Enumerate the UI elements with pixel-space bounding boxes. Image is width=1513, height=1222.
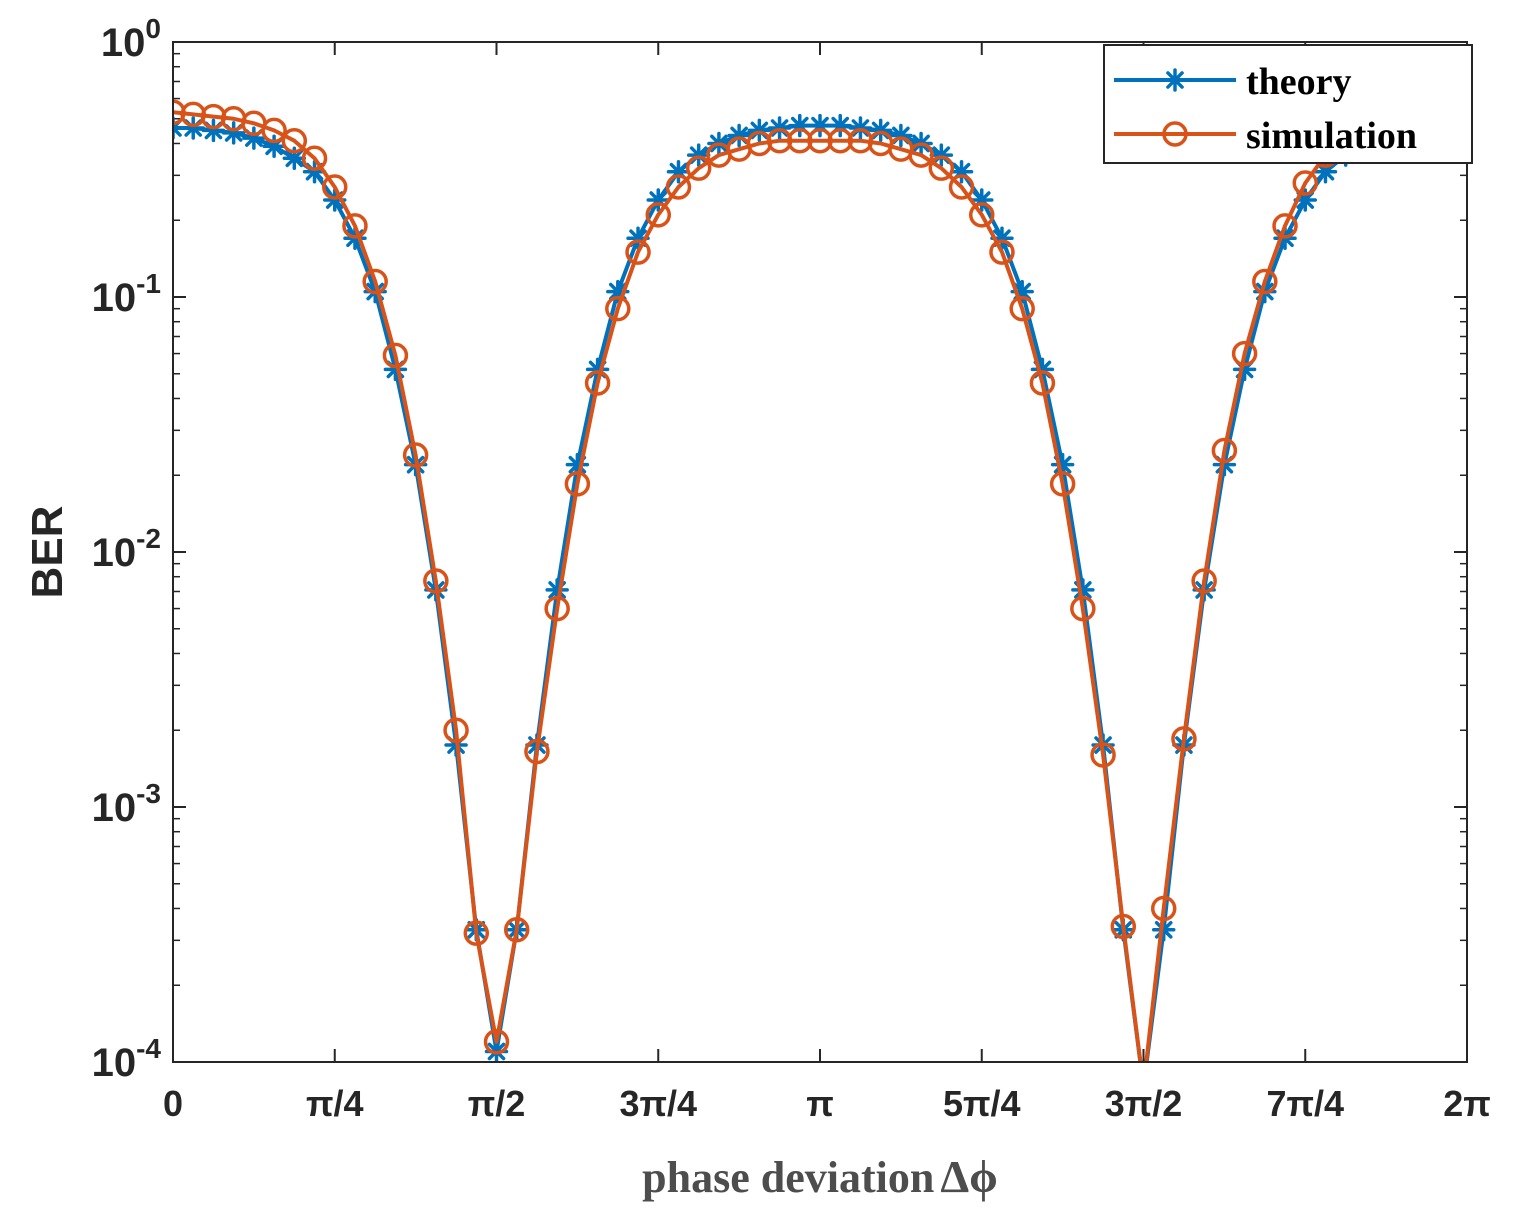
legend-box (1103, 44, 1473, 164)
data-point-simulation (584, 370, 611, 396)
data-point-simulation (1252, 268, 1278, 295)
data-point-simulation (321, 174, 348, 200)
series-layer (173, 99, 1467, 1062)
data-point-simulation (928, 155, 955, 181)
y-tick-label-exponent: -4 (136, 1033, 161, 1064)
data-point-simulation (382, 342, 409, 369)
data-point-simulation (1292, 170, 1318, 196)
data-point-simulation (1231, 340, 1258, 367)
x-tick-label: 5π/4 (943, 1083, 1021, 1124)
x-axis-title-text: phase deviation (642, 1153, 934, 1202)
data-point-simulation (463, 920, 490, 946)
y-tick-label-base: 10 (101, 21, 146, 65)
data-point-simulation (948, 174, 975, 200)
x-tick-label: 7π/4 (1266, 1083, 1344, 1124)
legend-marker-theory (1163, 68, 1187, 92)
y-tick-label: 10-1 (92, 268, 161, 320)
data-point-simulation (807, 127, 833, 154)
data-point-simulation (1272, 213, 1298, 239)
y-tick-label-base: 10 (92, 531, 137, 575)
x-tick-label: π (806, 1083, 834, 1124)
data-point-simulation (989, 239, 1015, 265)
legend-marker-simulation (1162, 121, 1188, 147)
data-point-simulation (1211, 437, 1238, 464)
plot-area (173, 42, 1467, 1062)
data-point-simulation (1191, 568, 1217, 594)
data-point-simulation (665, 174, 692, 200)
y-tick-label-exponent: -2 (136, 523, 161, 554)
data-point-simulation (645, 202, 671, 228)
data-point-simulation (1070, 595, 1096, 622)
x-axis-title-symbol: Δϕ (940, 1151, 998, 1202)
plot-frame (172, 41, 1468, 1063)
data-point-simulation (605, 295, 631, 322)
data-point-simulation (969, 202, 995, 228)
legend-label-simulation: simulation (1246, 115, 1417, 157)
data-point-simulation (423, 568, 449, 594)
y-tick-label-base: 10 (92, 786, 137, 830)
data-point-theory (868, 118, 893, 143)
x-axis-title: phase deviation Δϕ (642, 1151, 998, 1202)
data-point-simulation (342, 213, 368, 239)
y-tick-label: 10-3 (92, 778, 161, 830)
legend-asterisk-theory (1163, 68, 1187, 92)
legend: theory simulation (1103, 44, 1473, 164)
y-tick-label-base: 10 (92, 276, 137, 320)
data-point-simulation (1090, 742, 1116, 768)
y-tick-label-exponent: -1 (136, 268, 161, 299)
data-point-simulation (685, 155, 712, 181)
y-axis-title: BER (23, 506, 72, 599)
series-line-simulation (173, 110, 1467, 1062)
x-tick-label: π/4 (306, 1083, 364, 1124)
data-point-simulation (402, 442, 429, 468)
y-tick-label-base: 10 (92, 1041, 137, 1085)
data-point-simulation (787, 127, 813, 154)
legend-label-theory: theory (1246, 61, 1352, 103)
data-point-simulation (827, 127, 853, 154)
data-point-simulation (261, 117, 287, 144)
data-point-simulation (908, 142, 934, 168)
data-point-simulation (766, 127, 793, 154)
x-tick-labels: 0 π/4 π/2 3π/4 π 5π/4 3π/2 7π/4 2π (163, 1083, 1491, 1124)
data-point-simulation (483, 1029, 510, 1055)
x-tick-label: π/2 (468, 1083, 526, 1124)
y-tick-label: 100 (101, 13, 161, 65)
data-point-theory (747, 118, 772, 143)
data-point-simulation (443, 717, 469, 743)
x-tick-label: 3π/4 (619, 1083, 697, 1124)
data-point-simulation (625, 239, 651, 265)
y-tick-label-exponent: 0 (145, 13, 161, 44)
data-point-simulation (503, 917, 530, 943)
data-point-simulation (524, 738, 550, 765)
y-tick-label: 10-4 (92, 1033, 162, 1085)
data-point-simulation (544, 595, 570, 622)
data-point-simulation (1029, 370, 1056, 396)
data-point-simulation (564, 471, 591, 497)
data-point-simulation (1110, 913, 1137, 940)
y-tick-label: 10-2 (92, 523, 161, 575)
data-point-simulation (1171, 726, 1197, 752)
data-point-simulation (362, 268, 388, 295)
x-tick-label: 0 (163, 1083, 183, 1124)
data-point-simulation (1049, 471, 1076, 497)
data-point-simulation (301, 145, 328, 172)
x-tick-label: 2π (1443, 1083, 1491, 1124)
data-point-simulation (1150, 895, 1177, 922)
data-point-simulation (281, 127, 308, 154)
data-point-simulation (1009, 295, 1035, 322)
x-tick-label: 3π/2 (1105, 1083, 1183, 1124)
y-tick-label-exponent: -3 (136, 778, 161, 809)
